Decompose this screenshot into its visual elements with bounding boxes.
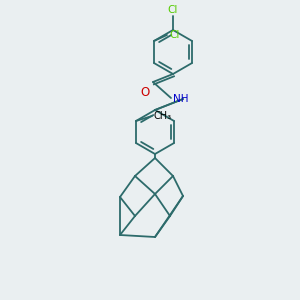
Text: CH₃: CH₃ bbox=[154, 111, 172, 121]
Text: O: O bbox=[141, 86, 150, 99]
Text: Cl: Cl bbox=[168, 5, 178, 15]
Text: NH: NH bbox=[173, 94, 188, 104]
Text: Cl: Cl bbox=[169, 30, 179, 40]
